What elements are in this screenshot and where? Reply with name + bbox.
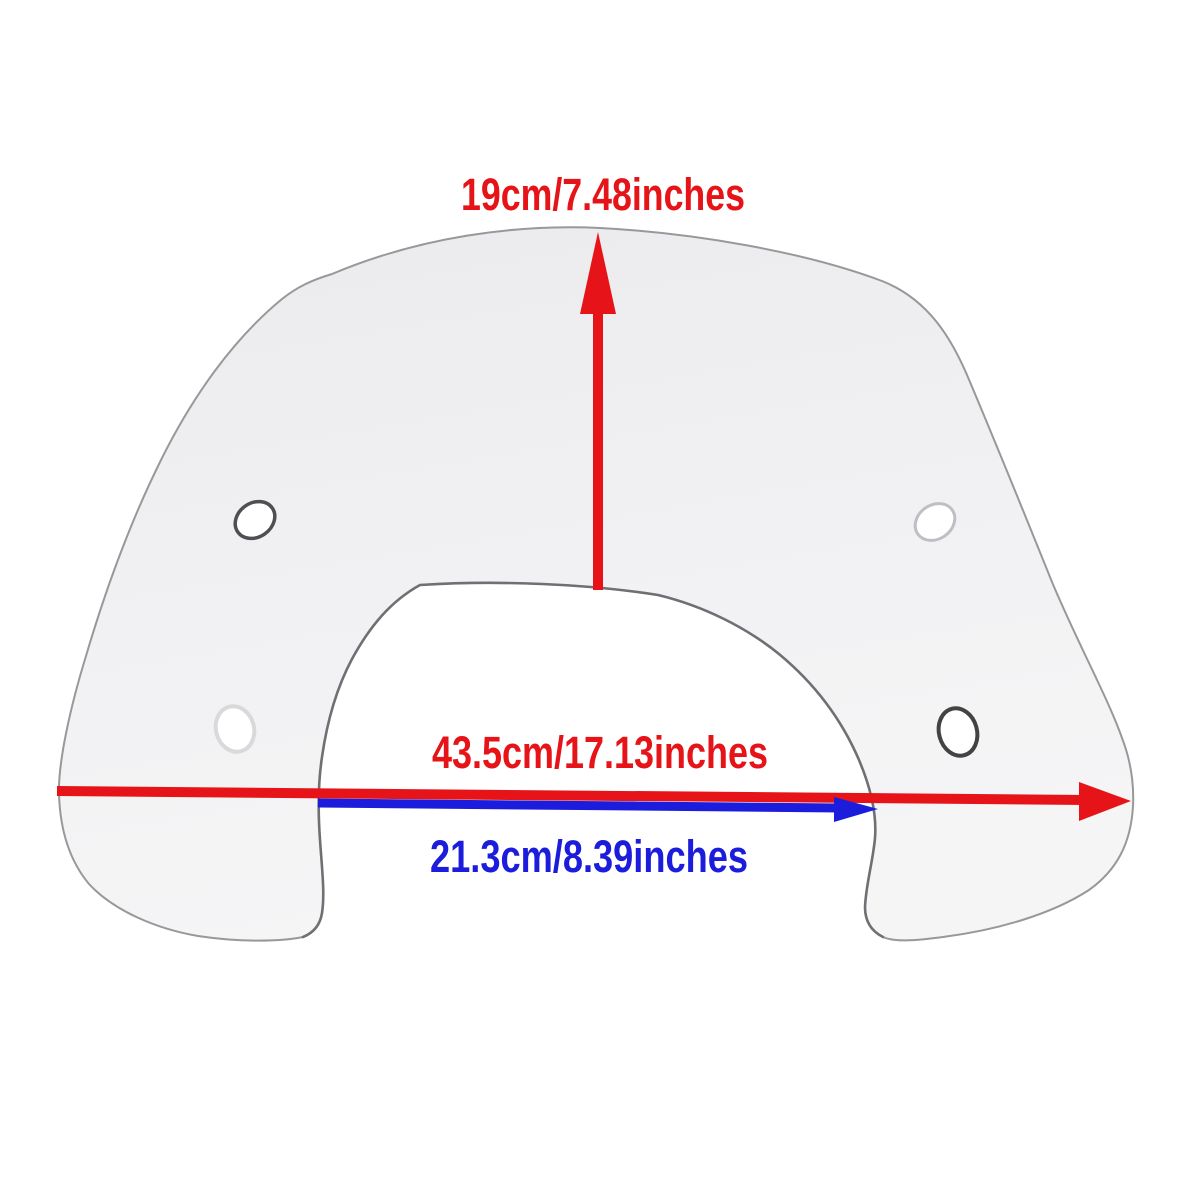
- cutout-width-arrowhead-right: [834, 797, 878, 822]
- cutout-width-arrow-line: [317, 798, 841, 813]
- overall-width-dimension-label: 43.5cm/17.13inches: [432, 727, 768, 778]
- mounting-hole-upper-right: [913, 502, 957, 542]
- height-arrow: [580, 232, 616, 590]
- cutout-width-arrow: [317, 797, 878, 822]
- overall-width-arrow-line: [56, 786, 1087, 805]
- cutout-edge: [301, 581, 885, 939]
- overall-width-arrow: [56, 782, 1131, 821]
- height-dimension-label: 19cm/7.48inches: [461, 169, 745, 220]
- height-arrowhead-up: [580, 232, 616, 314]
- cutout-width-dimension-label: 21.3cm/8.39inches: [430, 831, 748, 882]
- overall-width-arrowhead-right: [1079, 782, 1131, 821]
- mounting-hole-upper-left: [233, 499, 277, 541]
- mounting-hole-lower-left: [213, 704, 257, 754]
- mounting-hole-lower-right: [936, 706, 980, 758]
